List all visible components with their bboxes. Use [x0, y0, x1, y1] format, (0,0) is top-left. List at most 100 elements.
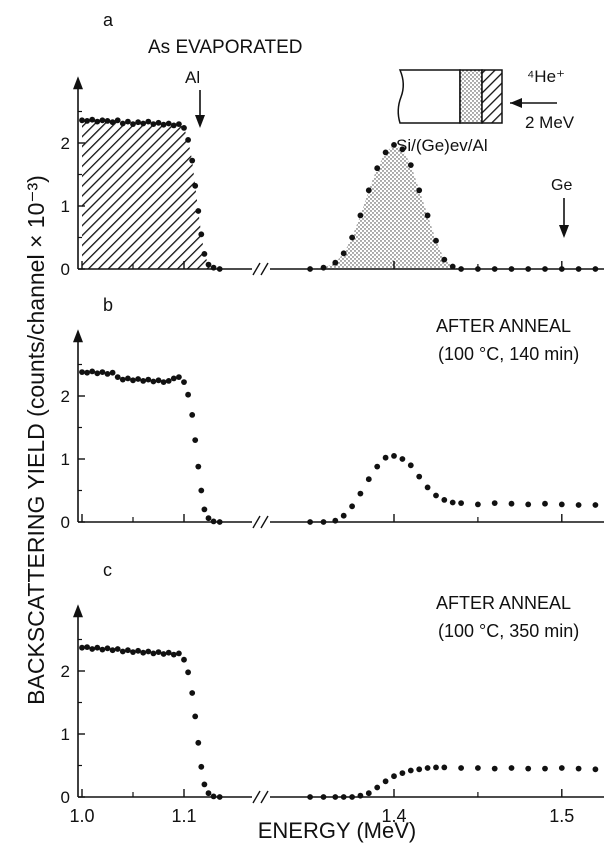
data-point — [332, 794, 339, 800]
panel-c: 0 1 2 — [61, 604, 604, 807]
data-point — [542, 500, 548, 507]
data-point — [491, 266, 498, 272]
data-point — [192, 713, 199, 720]
panel-c-subtitle: (100 °C, 350 min) — [438, 621, 579, 641]
data-point — [365, 476, 372, 483]
data-point — [424, 765, 431, 771]
data-point — [109, 119, 116, 126]
data-point — [176, 374, 182, 380]
data-point — [374, 784, 381, 791]
data-point — [189, 157, 196, 164]
data-point — [155, 377, 162, 384]
data-point — [558, 765, 565, 771]
x-tick-label: 1.1 — [171, 806, 196, 826]
data-point — [433, 492, 439, 499]
data-point — [150, 650, 157, 657]
axis-break-mark — [260, 515, 269, 529]
data-point — [332, 517, 339, 524]
data-point — [189, 412, 196, 418]
data-point — [94, 118, 101, 125]
y-axis-arrow — [73, 604, 83, 618]
data-point — [575, 765, 582, 772]
data-point — [349, 794, 355, 800]
data-point — [357, 212, 364, 219]
data-point — [307, 794, 313, 800]
data-point — [145, 376, 152, 383]
data-point — [508, 500, 515, 507]
data-point — [307, 519, 313, 525]
data-point — [135, 647, 142, 654]
data-point — [365, 790, 372, 797]
data-point — [592, 502, 599, 508]
data-point — [185, 391, 192, 398]
data-point — [441, 256, 448, 263]
data-point — [210, 793, 217, 800]
panel-b-label: b — [103, 295, 113, 315]
data-point — [441, 497, 448, 503]
data-point — [130, 377, 136, 384]
data-point — [79, 117, 85, 124]
data-point — [320, 264, 327, 271]
data-point — [205, 261, 212, 268]
y-tick-label: 1 — [61, 197, 70, 216]
data-point — [407, 767, 414, 774]
data-point — [99, 646, 106, 653]
data-point — [176, 121, 182, 127]
data-point — [114, 117, 121, 124]
axis-break-mark — [260, 262, 269, 276]
data-point — [433, 237, 439, 244]
y-axis-arrow — [73, 329, 83, 343]
axis-break-mark — [252, 262, 261, 276]
data-point — [94, 644, 101, 651]
data-point — [89, 368, 96, 375]
data-point — [424, 212, 431, 219]
data-point — [84, 644, 90, 650]
data-point — [165, 120, 172, 127]
data-point — [592, 266, 599, 272]
al-hatched-region — [82, 119, 220, 269]
data-point — [382, 149, 389, 156]
data-point — [195, 739, 202, 746]
data-point — [433, 764, 439, 771]
panel-c-title: AFTER ANNEAL — [436, 593, 571, 613]
y-tick-label: 1 — [61, 725, 70, 744]
data-point — [130, 121, 136, 127]
data-point — [201, 506, 208, 513]
data-point — [170, 375, 177, 382]
data-point — [140, 649, 147, 656]
data-point — [155, 649, 162, 655]
data-point — [365, 187, 372, 194]
data-point — [508, 266, 515, 272]
data-point — [145, 648, 152, 655]
data-point — [374, 165, 381, 172]
y-tick-label: 0 — [61, 788, 70, 807]
data-point — [525, 266, 532, 272]
data-point — [475, 266, 481, 272]
data-point — [99, 369, 106, 375]
data-point — [449, 263, 456, 270]
panel-a-title: As EVAPORATED — [148, 37, 303, 58]
data-point — [542, 765, 548, 772]
data-point — [542, 266, 548, 272]
data-point — [181, 379, 187, 385]
data-point — [195, 463, 202, 470]
data-point — [391, 773, 397, 780]
data-point — [165, 649, 172, 656]
data-point — [201, 781, 208, 788]
data-point — [491, 500, 498, 506]
data-point — [558, 501, 565, 508]
data-point — [160, 121, 167, 128]
data-point — [592, 766, 599, 773]
data-point — [119, 648, 126, 655]
data-point — [416, 187, 423, 194]
y-tick-label: 0 — [61, 260, 70, 279]
data-point — [79, 369, 85, 375]
data-point — [114, 646, 121, 652]
sample-structure-inset — [397, 69, 557, 124]
y-axis-label: BACKSCATTERING YIELD (counts/channel × 1… — [23, 175, 49, 705]
data-point — [119, 120, 126, 127]
axis-break-mark — [252, 790, 261, 804]
data-point — [210, 264, 217, 271]
